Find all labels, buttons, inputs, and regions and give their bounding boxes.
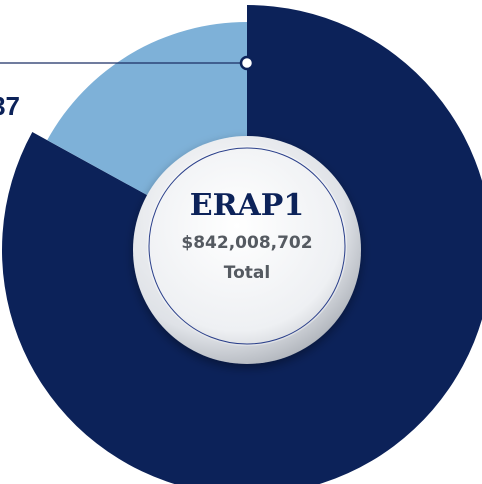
hub-ring: [148, 147, 346, 345]
hub: [147, 146, 347, 346]
leader-dot: [239, 55, 255, 71]
donut-slice: [2, 5, 482, 484]
center-title: ERAP1: [190, 188, 305, 223]
center-value: $842,008,702: [181, 233, 312, 253]
annotation: 37: [0, 91, 20, 121]
center-label: Total: [224, 263, 270, 283]
